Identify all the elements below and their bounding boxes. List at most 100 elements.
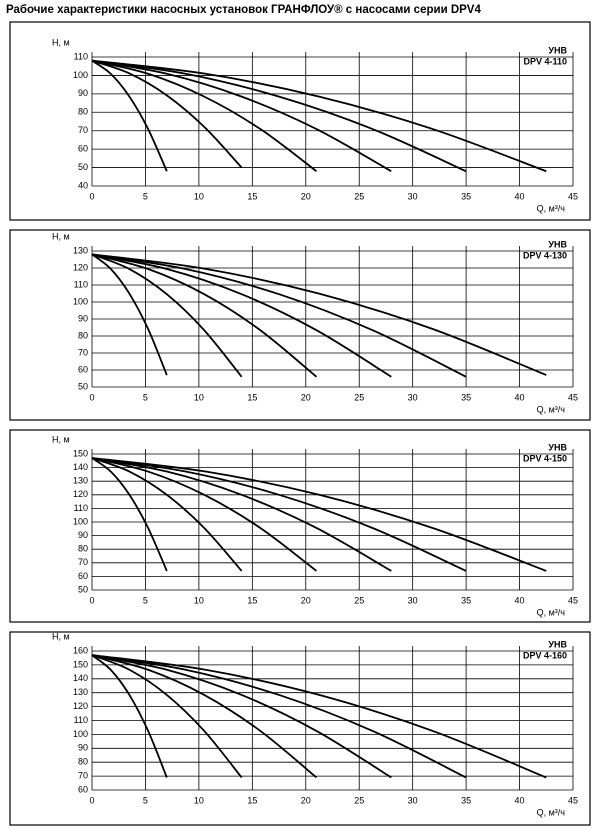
- pump-curve: [91, 457, 467, 572]
- x-tick-label: 5: [143, 595, 148, 605]
- y-tick-label: 60: [78, 571, 88, 581]
- page-title: Рабочие характеристики насосных установо…: [6, 4, 481, 16]
- x-tick-label: 30: [408, 595, 418, 605]
- x-tick-label: 10: [194, 595, 204, 605]
- pump-curve: [91, 654, 168, 778]
- pump-curve: [91, 59, 392, 173]
- y-axis-label: H, м: [52, 231, 70, 241]
- y-tick-label: 100: [73, 729, 88, 739]
- x-tick-label: 5: [143, 392, 148, 402]
- x-tick-label: 10: [194, 392, 204, 402]
- y-tick-label: 90: [78, 313, 88, 323]
- x-tick-label: 20: [301, 392, 311, 402]
- annotation: УНВ: [548, 45, 567, 55]
- y-axis-label: H, м: [52, 434, 70, 444]
- pump-curve: [91, 59, 547, 173]
- y-axis-label: H, м: [52, 631, 70, 641]
- y-tick-label: 130: [73, 476, 88, 486]
- x-tick-label: 15: [247, 191, 257, 201]
- x-tick-label: 15: [247, 392, 257, 402]
- pump-curve: [91, 654, 547, 779]
- x-tick-label: 0: [89, 392, 94, 402]
- pump-curve: [91, 457, 318, 572]
- pump-curve: [91, 253, 243, 378]
- annotation: УНВ: [548, 639, 567, 649]
- x-tick-label: 30: [408, 392, 418, 402]
- y-tick-label: 120: [73, 701, 88, 711]
- y-tick-label: 70: [78, 125, 88, 135]
- pump-curve: [91, 457, 547, 572]
- x-tick-label: 45: [568, 191, 578, 201]
- x-axis-label: Q, м³/ч: [537, 404, 566, 414]
- x-tick-label: 45: [568, 392, 578, 402]
- y-tick-label: 140: [73, 673, 88, 683]
- annotation: УНВ: [548, 239, 567, 249]
- y-tick-label: 100: [73, 296, 88, 306]
- x-tick-label: 0: [89, 595, 94, 605]
- y-tick-label: 80: [78, 544, 88, 554]
- y-tick-label: 90: [78, 743, 88, 753]
- y-tick-label: 50: [78, 162, 88, 172]
- y-tick-label: 50: [78, 381, 88, 391]
- y-tick-label: 160: [73, 645, 88, 655]
- y-tick-label: 50: [78, 584, 88, 594]
- y-tick-label: 110: [74, 51, 88, 61]
- y-tick-label: 70: [78, 347, 88, 357]
- x-tick-label: 0: [89, 795, 94, 805]
- x-tick-label: 25: [354, 595, 364, 605]
- x-tick-label: 30: [408, 191, 418, 201]
- y-tick-label: 80: [78, 330, 88, 340]
- x-tick-label: 40: [515, 795, 525, 805]
- x-tick-label: 15: [247, 595, 257, 605]
- y-tick-label: 80: [78, 107, 88, 117]
- x-tick-label: 35: [461, 795, 471, 805]
- x-tick-label: 35: [461, 191, 471, 201]
- y-tick-label: 150: [73, 448, 88, 458]
- pump-curve: [91, 457, 243, 572]
- y-tick-label: 120: [73, 262, 88, 272]
- y-tick-label: 120: [73, 489, 88, 499]
- annotation: DPV 4-160: [523, 650, 567, 660]
- pump-curve: [91, 59, 168, 172]
- y-tick-label: 140: [73, 462, 88, 472]
- pump-curve: [91, 59, 243, 169]
- y-tick-label: 100: [73, 516, 88, 526]
- x-tick-label: 25: [354, 191, 364, 201]
- x-tick-label: 35: [461, 392, 471, 402]
- y-tick-label: 110: [74, 715, 88, 725]
- pump-curve: [91, 654, 243, 779]
- pump-curve: [91, 457, 168, 572]
- annotation: DPV 4-150: [523, 453, 567, 463]
- pump-curve: [91, 253, 392, 378]
- y-tick-label: 130: [73, 245, 88, 255]
- y-tick-label: 60: [78, 144, 88, 154]
- x-tick-label: 20: [301, 595, 311, 605]
- panel-frame: [9, 21, 591, 221]
- x-tick-label: 25: [354, 795, 364, 805]
- x-tick-label: 20: [301, 795, 311, 805]
- y-tick-label: 130: [73, 687, 88, 697]
- x-tick-label: 15: [247, 795, 257, 805]
- x-tick-label: 45: [568, 795, 578, 805]
- pump-curve: [91, 59, 318, 172]
- y-tick-label: 60: [78, 364, 88, 374]
- x-axis-label: Q, м³/ч: [537, 807, 566, 817]
- x-tick-label: 0: [89, 191, 94, 201]
- pump-curve: [91, 253, 547, 376]
- y-tick-label: 40: [78, 180, 88, 190]
- x-tick-label: 40: [515, 595, 525, 605]
- y-tick-label: 150: [73, 659, 88, 669]
- y-tick-label: 90: [78, 88, 88, 98]
- y-tick-label: 90: [78, 530, 88, 540]
- x-tick-label: 20: [301, 191, 311, 201]
- pump-curve: [91, 253, 168, 376]
- x-axis-label: Q, м³/ч: [537, 607, 566, 617]
- y-tick-label: 70: [78, 557, 88, 567]
- y-axis-label: H, м: [52, 37, 70, 47]
- pump-curve: [91, 59, 467, 173]
- x-tick-label: 40: [515, 392, 525, 402]
- y-tick-label: 100: [73, 70, 88, 80]
- panel-frame: [9, 631, 591, 826]
